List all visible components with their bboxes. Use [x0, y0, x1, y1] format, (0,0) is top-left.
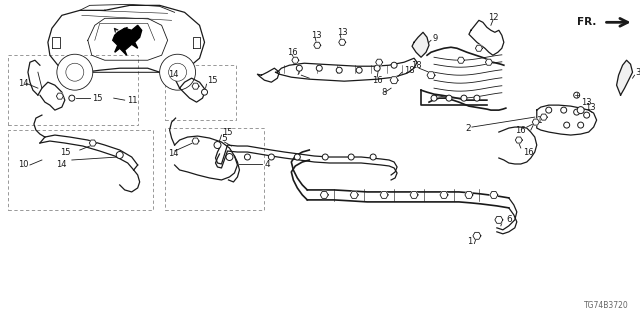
Circle shape [431, 95, 437, 101]
Text: 14: 14 [168, 70, 178, 79]
Circle shape [57, 54, 93, 90]
Polygon shape [476, 45, 483, 51]
Text: 4: 4 [264, 161, 270, 170]
Polygon shape [339, 39, 346, 45]
Circle shape [116, 151, 124, 158]
Circle shape [294, 154, 300, 160]
Circle shape [461, 95, 467, 101]
Circle shape [296, 65, 302, 71]
Polygon shape [469, 20, 504, 55]
Polygon shape [390, 77, 398, 84]
Polygon shape [515, 137, 522, 143]
Text: 16: 16 [515, 125, 526, 135]
Text: 13: 13 [311, 31, 322, 40]
Polygon shape [314, 42, 321, 48]
Text: 16: 16 [287, 48, 298, 57]
Circle shape [370, 154, 376, 160]
Text: 18: 18 [404, 66, 415, 75]
Polygon shape [320, 191, 328, 198]
Circle shape [446, 95, 452, 101]
Polygon shape [376, 59, 383, 65]
Text: 13: 13 [337, 28, 348, 37]
Polygon shape [427, 72, 435, 79]
Circle shape [244, 154, 250, 160]
Polygon shape [499, 127, 537, 164]
Circle shape [546, 107, 552, 113]
Text: TG74B3720: TG74B3720 [584, 301, 628, 310]
Text: 14: 14 [168, 148, 178, 157]
Polygon shape [490, 191, 498, 198]
Text: 9: 9 [432, 34, 437, 43]
Text: 10: 10 [18, 161, 28, 170]
Polygon shape [440, 191, 448, 198]
Polygon shape [192, 138, 199, 144]
Circle shape [214, 141, 221, 148]
Polygon shape [56, 93, 63, 99]
Circle shape [168, 63, 187, 81]
Circle shape [226, 154, 233, 161]
Text: 16: 16 [523, 148, 533, 156]
Polygon shape [412, 32, 429, 57]
Text: 15: 15 [60, 148, 70, 156]
Polygon shape [292, 57, 299, 63]
Circle shape [356, 67, 362, 73]
Circle shape [316, 65, 323, 71]
Polygon shape [465, 191, 473, 198]
Circle shape [348, 154, 354, 160]
Text: 15: 15 [207, 76, 218, 85]
Polygon shape [485, 59, 492, 65]
Circle shape [374, 65, 380, 71]
Circle shape [573, 109, 580, 115]
Text: 1: 1 [537, 116, 543, 124]
Text: 6: 6 [507, 215, 513, 224]
Polygon shape [380, 191, 388, 198]
Circle shape [268, 154, 275, 160]
Text: 15: 15 [92, 94, 102, 103]
Polygon shape [495, 216, 503, 223]
Polygon shape [193, 37, 200, 48]
Polygon shape [113, 25, 141, 55]
Text: 13: 13 [585, 103, 595, 112]
Circle shape [584, 112, 589, 118]
Text: 15: 15 [223, 128, 233, 137]
Text: 13: 13 [580, 98, 591, 107]
Polygon shape [616, 60, 632, 95]
Circle shape [564, 122, 570, 128]
Circle shape [69, 95, 75, 101]
Text: 7: 7 [295, 68, 301, 77]
Text: 16: 16 [372, 76, 383, 85]
Polygon shape [532, 119, 540, 125]
Polygon shape [410, 191, 418, 198]
Circle shape [336, 67, 342, 73]
Polygon shape [350, 191, 358, 198]
Circle shape [577, 107, 584, 114]
Text: 5: 5 [221, 133, 227, 142]
Text: 14: 14 [18, 79, 28, 88]
Polygon shape [52, 37, 60, 48]
Circle shape [323, 154, 328, 160]
Circle shape [578, 122, 584, 128]
Polygon shape [540, 114, 547, 120]
Text: 14: 14 [56, 161, 67, 170]
Polygon shape [458, 57, 465, 63]
Polygon shape [90, 140, 96, 146]
Text: 17: 17 [467, 237, 477, 246]
Text: 8: 8 [381, 88, 387, 97]
Text: FR.: FR. [577, 17, 596, 27]
Circle shape [474, 95, 480, 101]
Circle shape [202, 89, 207, 95]
Text: 3: 3 [636, 68, 640, 77]
Circle shape [391, 62, 397, 68]
Text: 2: 2 [465, 124, 470, 132]
Circle shape [561, 107, 566, 113]
Circle shape [159, 54, 196, 90]
Text: 12: 12 [488, 13, 498, 22]
Polygon shape [473, 232, 481, 239]
Text: 11: 11 [127, 96, 137, 105]
Text: 18: 18 [411, 61, 422, 70]
Polygon shape [192, 83, 199, 89]
Circle shape [66, 63, 84, 81]
Circle shape [573, 92, 580, 98]
